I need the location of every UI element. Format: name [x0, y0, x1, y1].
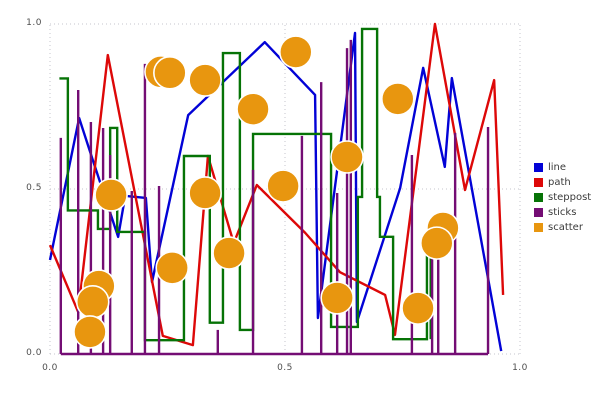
legend-swatch-sticks-icon — [534, 208, 543, 217]
legend-label: steppost — [548, 192, 592, 203]
legend-item-sticks: sticks — [534, 205, 591, 220]
series-scatter — [73, 35, 460, 349]
y-tick-label-0: 0.0 — [26, 348, 42, 358]
series-steppost — [59, 27, 432, 342]
series-path — [48, 22, 505, 347]
legend-label: scatter — [548, 222, 583, 233]
legend-item-path: path — [534, 175, 591, 190]
legend-swatch-line-icon — [534, 163, 543, 172]
legend-item-scatter: scatter — [534, 220, 591, 235]
x-tick-label-1: 0.5 — [277, 363, 293, 373]
x-tick-label-2: 1.0 — [512, 363, 528, 373]
legend-item-steppost: steppost — [534, 190, 591, 205]
legend-swatch-steppost-icon — [534, 193, 543, 202]
legend-label: sticks — [548, 207, 577, 218]
legend-label: path — [548, 177, 571, 188]
legend-label: line — [548, 162, 567, 173]
legend: line path steppost sticks scatter — [534, 160, 591, 235]
x-tick-label-0: 0.0 — [42, 363, 58, 373]
legend-item-line: line — [534, 160, 591, 175]
legend-swatch-path-icon — [534, 178, 543, 187]
y-tick-label-1: 0.5 — [26, 183, 42, 193]
legend-swatch-scatter-icon — [534, 223, 543, 232]
y-tick-label-2: 1.0 — [26, 18, 42, 28]
